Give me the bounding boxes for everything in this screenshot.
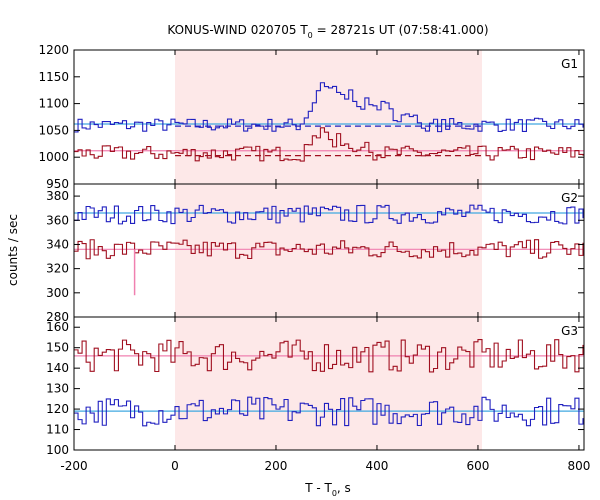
y-tick-label: 140 [46,361,69,375]
highlight-interval [174,317,482,450]
y-tick-label: 1050 [38,123,69,137]
x-tick-label: 200 [265,459,288,473]
x-axis-label: T - T0, s [304,481,351,498]
series-blue-1 [74,396,584,427]
y-tick-label: 1200 [38,43,69,57]
x-tick-label: -200 [60,459,87,473]
y-tick-label: 130 [46,382,69,396]
series-red-0 [74,339,584,373]
x-tick-label: 0 [171,459,179,473]
y-tick-label: 1100 [38,97,69,111]
x-tick-label: 400 [366,459,389,473]
y-tick-label: 1150 [38,70,69,84]
series-red-1 [74,239,584,260]
series-red-1 [74,127,584,162]
x-tick-label: 800 [567,459,590,473]
y-tick-label: 160 [46,320,69,334]
y-tick-label: 340 [46,237,69,251]
panel-label: G1 [561,57,578,71]
y-tick-label: 150 [46,341,69,355]
series-blue-0 [74,204,584,225]
panel-label: G3 [561,324,578,338]
y-tick-label: 320 [46,262,69,276]
panel-frame [73,316,585,451]
y-tick-label: 100 [46,443,69,457]
y-axis-label: counts / sec [6,214,20,286]
y-tick-label: 280 [46,310,69,324]
chart-title: KONUS-WIND 020705 T0 = 28721s UT (07:58:… [167,23,488,40]
y-tick-label: 110 [46,423,69,437]
y-tick-label: 360 [46,213,69,227]
x-tick-label: 600 [467,459,490,473]
series-blue-0 [74,82,584,133]
y-tick-label: 1000 [38,150,69,164]
highlight-interval [174,50,482,184]
panel-label: G2 [561,191,578,205]
y-tick-label: 120 [46,402,69,416]
highlight-interval [174,184,482,317]
y-tick-label: 380 [46,189,69,203]
y-tick-label: 950 [46,177,69,191]
y-tick-label: 300 [46,286,69,300]
